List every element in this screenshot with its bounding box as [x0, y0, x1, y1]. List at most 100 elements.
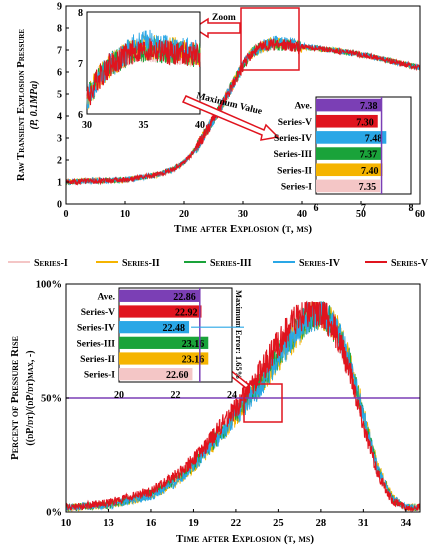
- legend-label: Series-IV: [299, 258, 341, 269]
- top-series-lines: [65, 35, 421, 186]
- x-tick-label: 50: [356, 209, 366, 220]
- zoom-y-tick-label: 8: [78, 8, 83, 19]
- bar-value-label: 23.16: [182, 355, 205, 366]
- bar-category-label: Series-II: [80, 355, 115, 365]
- bottom-y-axis-label-line1: Percent of Pressure Rise: [9, 336, 21, 460]
- x-tick-label: 20: [179, 209, 189, 220]
- bar-category-label: Series-I: [281, 182, 312, 192]
- bar-5: [119, 352, 209, 365]
- bottom-y-ticks: 0% 50% 100%: [36, 280, 69, 519]
- bottom-bar-inset: Ave. 22.86 Series-V 22.92 Series-IV 22.48 Seri…: [76, 287, 244, 401]
- top-x-axis-label: Time after Explosion (t, ms): [174, 223, 312, 235]
- y-tick-label: 4: [57, 112, 62, 123]
- zoom-region-box: [240, 7, 300, 71]
- top-y-ticks: 0 1 2 3 4 5 6 7 8 9: [57, 2, 69, 211]
- series-line-5: [65, 38, 421, 186]
- x-tick-label: 22: [231, 518, 242, 529]
- bar-value-label: 7.38: [360, 101, 378, 112]
- zoom-inset: 30 35 40 6 7 8: [78, 8, 205, 131]
- bar-x-tick-label: 24: [227, 390, 237, 401]
- top-y-axis-label-line2: (P, 0.1MPa): [29, 81, 40, 130]
- y-tick-label: 3: [57, 134, 62, 145]
- bar-value-label: 22.92: [175, 308, 198, 319]
- bar-value-label: 7.40: [361, 166, 379, 177]
- bar-value-label: 7.35: [359, 182, 377, 193]
- bar-category-label: Series-V: [278, 118, 312, 128]
- top-bar-inset: Ave. 7.38 Series-V 7.30 Series-IV 7.48 Series-…: [273, 96, 414, 214]
- bar-inset-frame: [315, 96, 412, 195]
- bar-4: [316, 147, 382, 160]
- x-tick-label: 10: [61, 518, 72, 529]
- bar-category-label: Series-II: [277, 166, 312, 176]
- x-tick-label: 60: [415, 209, 425, 220]
- y-tick-label: 100%: [36, 280, 62, 291]
- x-tick-label: 40: [297, 209, 307, 220]
- zoom-label: Zoom: [212, 13, 236, 23]
- legend: Series-I Series-II Series-III Series-IV Seri…: [8, 258, 429, 269]
- x-tick-label: 19: [188, 518, 199, 529]
- legend-label: Series-II: [122, 258, 160, 269]
- bar-value-label: 7.30: [356, 117, 374, 128]
- y-tick-label: 1: [57, 178, 62, 189]
- bar-value-label: 22.86: [173, 292, 196, 303]
- x-tick-label: 0: [64, 209, 69, 220]
- bottom-chart: 10 13 16 19 22 25 28 31 34 0% 50% 100% Time after …: [9, 280, 421, 545]
- bar-category-label: Series-IV: [274, 134, 312, 144]
- bar-1: [119, 289, 200, 302]
- legend-label: Series-V: [391, 258, 429, 269]
- bar-value-label: 22.60: [166, 370, 189, 381]
- y-tick-label: 2: [57, 156, 62, 167]
- y-tick-label: 0%: [46, 508, 62, 519]
- x-tick-label: 10: [120, 209, 130, 220]
- bottom-x-axis-label: Time after Explosion (t, ms): [176, 533, 314, 545]
- maximum-value-arrow: [181, 95, 280, 141]
- bar-inset-frame: [118, 287, 233, 383]
- bar-category-label: Series-IV: [77, 324, 115, 334]
- bar-category-label: Series-V: [81, 308, 115, 318]
- y-tick-label: 7: [57, 46, 62, 57]
- legend-label: Series-I: [34, 258, 68, 269]
- zoom-inset-ticks: 30 35 40 6 7 8: [78, 8, 205, 131]
- bar-x-tick-label: 6: [314, 203, 319, 214]
- bar-category-label: Series-III: [273, 150, 312, 160]
- x-tick-label: 30: [238, 209, 248, 220]
- bar-category-label: Ave.: [98, 292, 116, 302]
- bar-value-label: 7.37: [360, 150, 378, 161]
- x-tick-label: 13: [103, 518, 114, 529]
- top-chart: 0 10 20 30 40 50 60 0 1 2 3 4 5 6 7 8 9 Time after Expl…: [16, 2, 425, 236]
- bar-4: [119, 336, 209, 349]
- bar-2: [119, 305, 202, 318]
- bar-2: [316, 114, 378, 128]
- y-tick-label: 8: [57, 24, 62, 35]
- zoom-y-tick-label: 7: [78, 59, 83, 70]
- bottom-x-ticks: 10 13 16 19 22 25 28 31 34: [61, 509, 412, 529]
- bar-5: [316, 163, 383, 177]
- y-tick-label: 6: [57, 68, 62, 79]
- series-line-5: [65, 300, 421, 513]
- bar-category-label: Series-I: [84, 371, 115, 381]
- y-tick-label: 5: [57, 90, 62, 101]
- bar-x-tick-label: 20: [114, 390, 124, 401]
- bar-x-tick-label: 8: [409, 203, 414, 214]
- zoom-x-tick-label: 35: [139, 120, 149, 131]
- zoom-y-tick-label: 6: [78, 110, 83, 121]
- bar-3: [316, 131, 387, 144]
- zoom-arrow: [192, 17, 241, 39]
- x-tick-label: 16: [146, 518, 157, 529]
- bar-category-label: Ave.: [295, 102, 313, 112]
- bar-x-tick-label: 7: [361, 203, 366, 214]
- zoom-inset-lines: [86, 29, 201, 110]
- bar-3: [119, 321, 190, 334]
- x-tick-label: 25: [273, 518, 284, 529]
- x-tick-label: 28: [316, 518, 327, 529]
- y-tick-label: 9: [57, 2, 62, 13]
- bar-category-label: Series-III: [76, 339, 115, 349]
- maximum-error-label: Maximum Error: 1.65%: [234, 290, 244, 379]
- bottom-series-lines: [65, 300, 421, 513]
- pressure-rise-highlight-box: [243, 383, 283, 423]
- top-y-axis-label-line1: Raw Transient Explosion Pressure: [16, 29, 27, 181]
- bar-x-tick-label: 22: [171, 390, 181, 401]
- bar-6: [316, 179, 381, 193]
- x-tick-label: 31: [358, 518, 369, 529]
